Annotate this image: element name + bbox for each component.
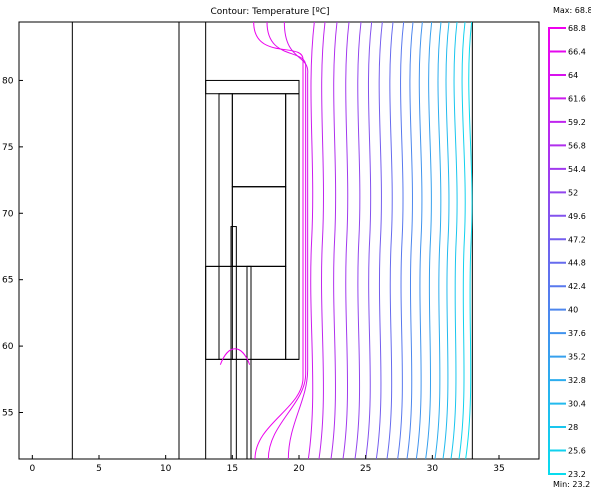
colorbar-level-label: 25.6 xyxy=(568,447,586,456)
contour-line xyxy=(442,21,450,460)
y-axis-ticks: 55 60 65 70 75 80 xyxy=(2,76,23,419)
x-tick-label: 25 xyxy=(360,464,371,474)
contour-line xyxy=(354,21,362,460)
colorbar-level-label: 54.4 xyxy=(568,165,586,174)
colorbar-level-label: 28 xyxy=(568,423,578,432)
colorbar-level-label: 49.6 xyxy=(568,212,586,221)
colorbar-min-label: Min: 23.2 xyxy=(553,480,590,489)
contour-line xyxy=(253,21,304,460)
contour-line xyxy=(307,21,315,460)
x-tick-label: 0 xyxy=(29,464,35,474)
geometry-rect xyxy=(230,226,237,460)
y-tick-label: 80 xyxy=(2,76,14,86)
colorbar-level-label: 23.2 xyxy=(568,470,586,479)
contour-line xyxy=(434,21,442,460)
colorbar-level-label: 47.2 xyxy=(568,235,586,244)
colorbar-level-label: 37.6 xyxy=(568,329,586,338)
x-tick-label: 5 xyxy=(96,464,102,474)
x-tick-label: 20 xyxy=(293,464,305,474)
x-tick-label: 10 xyxy=(160,464,172,474)
colorbar-level-label: 52 xyxy=(568,188,578,197)
colorbar-level-label: 66.4 xyxy=(568,47,586,56)
colorbar-level-label: 35.2 xyxy=(568,353,586,362)
colorbar-legend: Max: 68.8 Min: 23.2 68.8 66.4 64 61.6 59.2 56… xyxy=(548,6,591,489)
colorbar-level-label: 44.8 xyxy=(568,259,586,268)
y-tick-label: 65 xyxy=(2,276,13,286)
colorbar-level-label: 61.6 xyxy=(568,94,586,103)
colorbar-level-label: 56.8 xyxy=(568,141,586,150)
contour-line xyxy=(450,21,458,460)
geometry-boundaries xyxy=(71,22,473,460)
colorbar-level-label: 64 xyxy=(568,71,578,80)
x-tick-label: 35 xyxy=(493,464,504,474)
contour-line xyxy=(283,21,309,460)
colorbar-level-label: 32.8 xyxy=(568,376,586,385)
x-tick-label: 30 xyxy=(427,464,439,474)
y-tick-label: 75 xyxy=(2,143,13,153)
colorbar-max-label: Max: 68.8 xyxy=(553,6,591,15)
x-tick-label: 15 xyxy=(227,464,238,474)
contour-line xyxy=(425,21,433,460)
contour-line xyxy=(465,21,473,460)
contour-line xyxy=(219,348,251,365)
contour-line xyxy=(458,21,466,460)
contour-line xyxy=(342,21,350,460)
contour-line xyxy=(406,21,414,460)
contour-line xyxy=(386,21,394,460)
contour-line xyxy=(365,21,373,460)
contour-line xyxy=(397,21,405,460)
contour-line xyxy=(266,21,307,460)
chart-title: Contour: Temperature [ºC] xyxy=(210,7,329,17)
colorbar-level-label: 40 xyxy=(568,306,578,315)
colorbar-level-label: 68.8 xyxy=(568,24,586,33)
y-tick-label: 70 xyxy=(2,209,14,219)
x-axis-ticks: 0 5 10 15 20 25 30 35 xyxy=(29,455,505,474)
plot-area xyxy=(18,21,540,460)
temperature-contours xyxy=(219,21,473,460)
colorbar-level-label: 59.2 xyxy=(568,118,586,127)
colorbar-strip xyxy=(548,28,550,474)
contour-line xyxy=(415,21,423,460)
contour-line xyxy=(375,21,383,460)
y-tick-label: 60 xyxy=(2,342,14,352)
colorbar-level-label: 42.4 xyxy=(568,282,586,291)
contour-line xyxy=(330,21,338,460)
y-tick-label: 55 xyxy=(2,409,13,419)
contour-line xyxy=(318,21,326,460)
colorbar-level-label: 30.4 xyxy=(568,400,586,409)
